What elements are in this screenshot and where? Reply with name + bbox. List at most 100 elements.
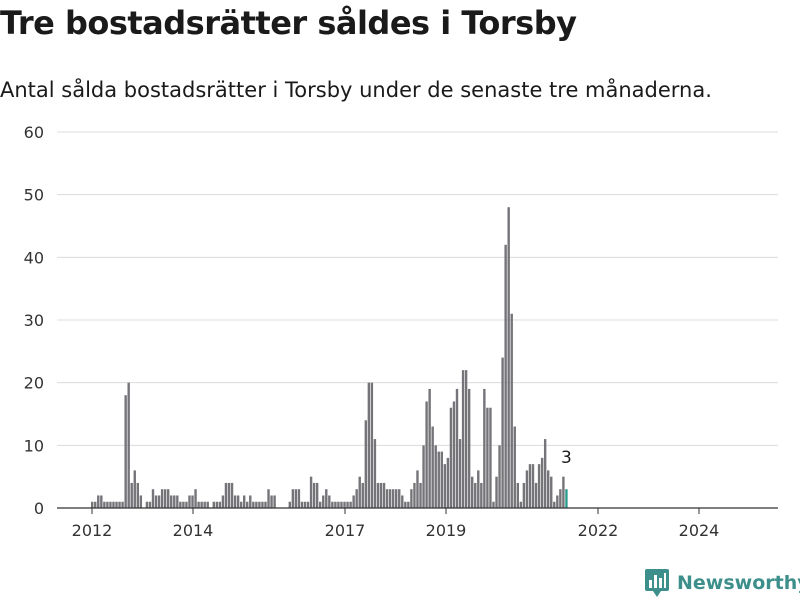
bar <box>133 470 136 508</box>
bar <box>385 489 389 508</box>
x-axis: 2012 2014 2017 2019 2022 2024 <box>57 507 778 540</box>
bar <box>434 445 437 508</box>
bar <box>425 401 428 508</box>
gridlines <box>57 131 778 446</box>
bar <box>139 495 143 508</box>
y-axis: 0 10 20 30 40 50 60 <box>24 123 44 518</box>
bar <box>261 501 264 508</box>
bar <box>167 489 170 508</box>
bar <box>154 495 158 508</box>
bar <box>233 495 237 508</box>
chart-title: Tre bostadsrätter såldes i Torsby <box>0 4 577 42</box>
y-tick-label: 20 <box>24 374 44 393</box>
bar <box>458 439 462 508</box>
bar <box>349 501 352 508</box>
bar <box>239 501 243 508</box>
bar <box>358 476 361 508</box>
bar <box>249 495 252 508</box>
y-tick-label: 40 <box>24 248 44 267</box>
bar <box>413 482 416 508</box>
y-tick-label: 10 <box>24 436 44 455</box>
bar <box>361 482 364 508</box>
bar <box>388 489 392 508</box>
bar <box>525 470 529 508</box>
bar <box>215 501 219 508</box>
bar <box>188 495 191 508</box>
bar <box>246 501 249 508</box>
x-tick-label: 2014 <box>173 521 214 540</box>
bar <box>428 388 431 508</box>
bar <box>340 501 343 508</box>
x-tick-label: 2022 <box>578 521 619 540</box>
bar <box>486 407 489 508</box>
bar <box>474 482 477 508</box>
newsworthy-icon <box>645 569 669 597</box>
bar <box>422 445 425 508</box>
bar <box>273 495 276 508</box>
bar <box>227 482 231 508</box>
bar <box>191 495 194 508</box>
bar <box>182 501 185 508</box>
bar <box>288 501 291 508</box>
bar <box>97 495 100 508</box>
bar <box>483 388 486 508</box>
bars <box>91 207 568 509</box>
bar <box>471 476 474 508</box>
bar <box>197 501 200 508</box>
bar <box>464 370 468 508</box>
y-tick-label: 0 <box>34 499 44 518</box>
bar-chart: 0 10 20 30 40 50 60 2012 2014 2017 2019 2022 2024 3 <box>24 123 778 540</box>
bar <box>449 407 453 508</box>
bar <box>556 495 559 508</box>
bar <box>218 501 222 508</box>
bar <box>148 501 152 508</box>
bar <box>206 501 209 508</box>
bar <box>367 382 371 508</box>
bar <box>145 501 149 508</box>
bar <box>303 501 307 508</box>
bar <box>513 426 516 508</box>
bar <box>534 482 538 508</box>
bar <box>477 470 480 508</box>
bar <box>291 489 295 508</box>
bar <box>489 407 492 508</box>
bar <box>398 489 401 508</box>
bar <box>243 495 246 508</box>
bar <box>163 489 167 508</box>
bar <box>322 495 325 508</box>
y-tick-label: 30 <box>24 311 44 330</box>
bar <box>300 501 304 508</box>
bar <box>160 489 164 508</box>
bar <box>455 388 459 508</box>
bar <box>543 439 547 508</box>
bar <box>443 464 447 508</box>
bar <box>115 501 118 508</box>
bar <box>446 457 450 508</box>
bar <box>221 495 225 508</box>
bar <box>547 470 550 508</box>
bar <box>437 451 440 508</box>
bar <box>507 207 510 508</box>
bar <box>379 482 383 508</box>
bar <box>331 501 334 508</box>
bar <box>312 482 316 508</box>
x-tick-label: 2012 <box>72 521 113 540</box>
bar <box>401 495 404 508</box>
bar <box>176 495 179 508</box>
bar <box>391 489 395 508</box>
bar <box>224 482 228 508</box>
bar <box>106 501 109 508</box>
bar <box>130 482 133 508</box>
bar <box>553 501 556 508</box>
bar <box>309 476 313 508</box>
bar <box>112 501 115 508</box>
bar <box>504 244 507 509</box>
bar <box>352 495 355 508</box>
bar <box>467 388 471 508</box>
bar <box>200 501 203 508</box>
bar <box>376 482 380 508</box>
data-label: 3 <box>561 448 572 468</box>
bar <box>343 501 346 508</box>
bar <box>559 489 562 508</box>
bar <box>355 489 358 508</box>
